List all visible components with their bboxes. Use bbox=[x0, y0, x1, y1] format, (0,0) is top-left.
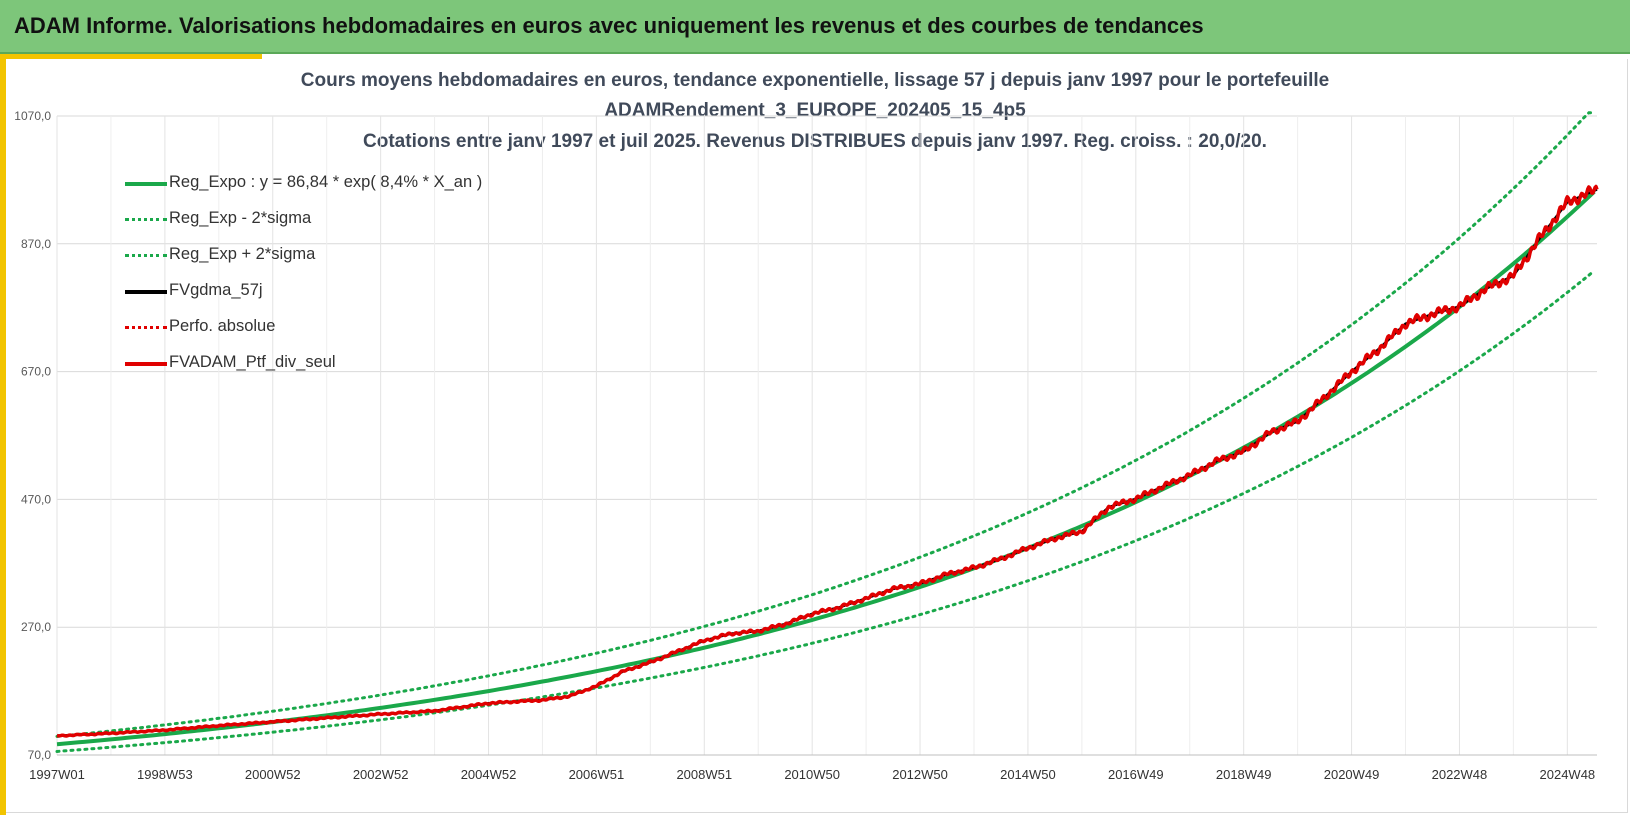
legend-label-perfo: Perfo. absolue bbox=[169, 317, 276, 335]
legend-item-fvgdma: FVgdma_57j bbox=[125, 278, 485, 314]
legend-item-reg-plus: Reg_Exp + 2*sigma bbox=[125, 242, 485, 278]
legend-label-fvadam: FVADAM_Ptf_div_seul bbox=[169, 353, 336, 371]
legend-label-reg-expo: Reg_Expo : y = 86,84 * exp( 8,4% * X_an … bbox=[169, 173, 483, 191]
accent-bar-left bbox=[0, 54, 6, 815]
chart-title-line-3: Cotations entre janv 1997 et juil 2025. … bbox=[363, 131, 1267, 152]
x-tick-label: 2024W48 bbox=[1540, 767, 1596, 782]
x-tick-label: 2004W52 bbox=[461, 767, 517, 782]
x-tick-label: 2012W50 bbox=[892, 767, 948, 782]
x-tick-label: 2002W52 bbox=[353, 767, 409, 782]
legend-item-perfo: Perfo. absolue bbox=[125, 314, 485, 350]
page-title: ADAM Informe. Valorisations hebdomadaire… bbox=[14, 13, 1204, 38]
y-tick-label: 870,0 bbox=[21, 237, 51, 251]
accent-bar-top bbox=[0, 54, 262, 59]
legend-swatch-reg-minus bbox=[125, 218, 167, 221]
x-tick-label: 2018W49 bbox=[1216, 767, 1272, 782]
chart-legend: Reg_Expo : y = 86,84 * exp( 8,4% * X_an … bbox=[125, 170, 485, 386]
legend-label-reg-plus: Reg_Exp + 2*sigma bbox=[169, 245, 316, 263]
y-tick-label: 470,0 bbox=[21, 492, 51, 506]
legend-label-fvgdma: FVgdma_57j bbox=[169, 281, 263, 299]
legend-swatch-fvadam bbox=[125, 362, 167, 366]
legend-item-fvadam: FVADAM_Ptf_div_seul bbox=[125, 350, 485, 386]
x-tick-label: 2022W48 bbox=[1432, 767, 1488, 782]
y-tick-label: 670,0 bbox=[21, 365, 51, 379]
legend-swatch-reg-plus bbox=[125, 254, 167, 257]
legend-item-reg-minus: Reg_Exp - 2*sigma bbox=[125, 206, 485, 242]
legend-swatch-reg-expo bbox=[125, 182, 167, 186]
x-tick-label: 2016W49 bbox=[1108, 767, 1164, 782]
legend-item-reg-expo: Reg_Expo : y = 86,84 * exp( 8,4% * X_an … bbox=[125, 170, 485, 206]
series-reg-minus-line bbox=[55, 269, 1596, 753]
y-tick-label: 70,0 bbox=[28, 748, 52, 762]
legend-swatch-fvgdma bbox=[125, 290, 167, 294]
x-tick-label: 1997W01 bbox=[29, 767, 85, 782]
x-tick-label: 2010W50 bbox=[784, 767, 840, 782]
y-tick-label: 270,0 bbox=[21, 620, 51, 634]
x-tick-label: 2014W50 bbox=[1000, 767, 1056, 782]
chart-title-line-1: Cours moyens hebdomadaires en euros, ten… bbox=[300, 70, 1330, 91]
legend-label-reg-minus: Reg_Exp - 2*sigma bbox=[169, 209, 312, 227]
x-tick-label: 2006W51 bbox=[569, 767, 625, 782]
chart-frame bbox=[6, 59, 1628, 813]
series-fvadam-line bbox=[56, 184, 1599, 738]
x-tick-label: 2000W52 bbox=[245, 767, 301, 782]
header-banner: ADAM Informe. Valorisations hebdomadaire… bbox=[0, 0, 1630, 54]
series-reg-plus-line bbox=[55, 111, 1596, 738]
legend-swatch-perfo bbox=[125, 326, 167, 329]
x-tick-label: 2020W49 bbox=[1324, 767, 1380, 782]
y-tick-label: 1070,0 bbox=[14, 109, 51, 123]
x-tick-label: 1998W53 bbox=[137, 767, 193, 782]
x-tick-label: 2008W51 bbox=[676, 767, 732, 782]
